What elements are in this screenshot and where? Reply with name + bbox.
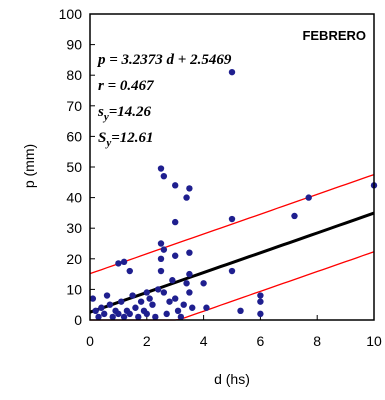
x-tick-label: 0 <box>86 333 94 349</box>
data-point <box>174 307 182 315</box>
x-tick-label: 4 <box>200 333 208 349</box>
y-tick-label: 10 <box>66 281 82 297</box>
data-point <box>189 304 196 311</box>
panel-title: FEBRERO <box>302 28 366 43</box>
data-point <box>186 185 193 192</box>
data-point <box>186 249 193 256</box>
data-point <box>160 172 168 180</box>
data-point <box>115 260 122 267</box>
Sy-sub: y <box>104 137 111 149</box>
x-tick-label: 10 <box>366 333 382 349</box>
y-tick-label: 30 <box>66 220 82 236</box>
data-point <box>203 304 210 311</box>
data-point <box>101 310 108 318</box>
data-point <box>157 267 165 275</box>
data-point <box>257 298 264 305</box>
Sy-main: S <box>98 130 106 146</box>
data-point <box>120 313 128 321</box>
data-point <box>183 194 190 201</box>
data-point <box>109 313 116 321</box>
y-axis-label: p (mm) <box>21 144 37 188</box>
data-point <box>177 313 185 321</box>
data-point <box>163 310 170 318</box>
data-point <box>166 298 173 305</box>
data-point <box>143 310 150 318</box>
data-point <box>143 289 150 296</box>
data-point <box>135 313 142 321</box>
y-tick-label: 80 <box>66 67 82 83</box>
data-point <box>106 301 114 308</box>
y-tick-label: 50 <box>66 159 82 175</box>
data-point <box>157 240 165 247</box>
regression-equation: p = 3.2373 d + 2.5469 <box>96 52 232 68</box>
data-point <box>172 252 179 259</box>
y-tick-label: 20 <box>66 251 82 267</box>
sy-stat: sy=14.26 <box>97 104 152 123</box>
data-point <box>152 313 159 321</box>
data-point <box>186 270 193 278</box>
data-point <box>146 295 153 302</box>
y-tick-label: 40 <box>66 190 82 206</box>
upper-bound-line <box>89 173 375 275</box>
data-point <box>186 289 193 296</box>
data-point <box>305 194 312 201</box>
data-point <box>228 215 236 223</box>
data-point <box>120 258 128 266</box>
x-axis-label: d (hs) <box>214 371 250 387</box>
data-point <box>183 280 190 287</box>
Sy-value: =12.61 <box>111 130 153 146</box>
y-tick-label: 90 <box>66 37 82 53</box>
Sy-stat: Sy=12.61 <box>98 130 154 149</box>
data-point <box>129 292 136 299</box>
data-point <box>132 304 139 311</box>
data-point <box>160 246 168 253</box>
data-point <box>157 255 165 262</box>
data-point <box>103 292 111 299</box>
data-point <box>228 68 236 76</box>
x-tick-label: 6 <box>257 333 265 349</box>
y-tick-label: 70 <box>66 98 82 114</box>
data-point <box>154 286 162 293</box>
y-tick-label: 100 <box>59 6 83 22</box>
data-point <box>89 295 97 302</box>
sy-value: =14.26 <box>109 104 152 120</box>
data-point <box>137 298 145 305</box>
sy-sub: y <box>102 111 109 123</box>
data-point <box>180 301 187 308</box>
data-point <box>257 292 264 299</box>
data-point <box>237 307 244 315</box>
data-point <box>172 182 179 189</box>
data-point <box>169 277 176 284</box>
data-point <box>160 289 168 296</box>
data-point <box>126 267 133 275</box>
data-point <box>92 307 99 315</box>
x-tick-label: 8 <box>313 333 321 349</box>
data-point <box>118 298 125 305</box>
regression-line <box>89 211 375 314</box>
data-point <box>95 313 102 321</box>
data-point <box>200 280 207 287</box>
data-point <box>172 295 179 302</box>
data-point <box>149 301 156 308</box>
data-points <box>89 68 378 321</box>
y-tick-label: 0 <box>74 312 82 328</box>
y-tick-label: 60 <box>66 128 82 144</box>
correlation-coefficient: r = 0.467 <box>98 78 154 94</box>
plot-frame <box>89 13 375 321</box>
data-point <box>98 304 105 311</box>
x-tick-label: 2 <box>143 333 151 349</box>
data-point <box>115 310 122 318</box>
y-axis-ticks: 0 10 20 30 40 50 60 70 80 90 100 <box>59 6 95 328</box>
data-point <box>291 212 298 220</box>
data-point <box>257 310 264 318</box>
data-point <box>126 310 133 318</box>
data-point <box>157 165 165 172</box>
data-point <box>228 267 236 275</box>
sy-main: s <box>97 104 104 120</box>
data-point <box>172 218 179 226</box>
